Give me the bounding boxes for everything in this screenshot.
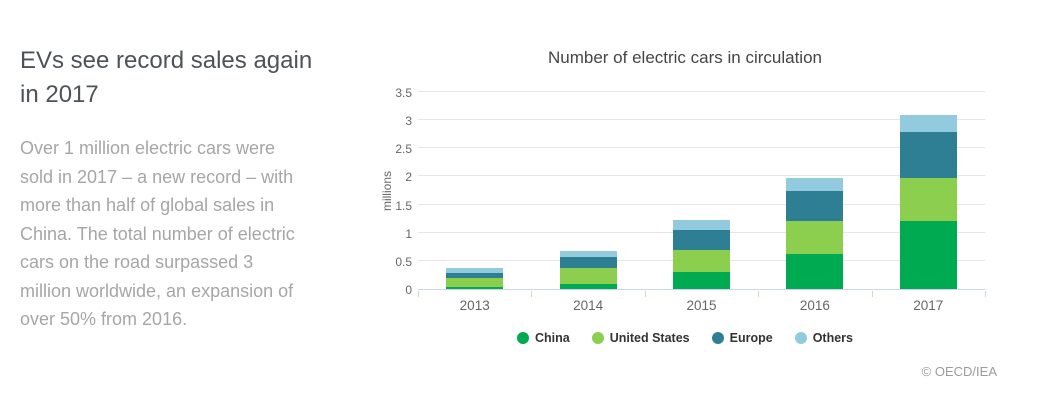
gridline: [418, 119, 985, 121]
x-tick-label: 2013: [459, 298, 490, 313]
legend-label: Europe: [729, 331, 773, 345]
bar-segment-china-2013: [446, 287, 504, 289]
legend-marker-icon: [794, 332, 807, 344]
bar-segment-others-2014: [559, 250, 617, 257]
x-axis-tick: [758, 291, 760, 297]
bar-segment-united-states-2013: [446, 277, 504, 288]
legend-item-others[interactable]: Others: [794, 331, 853, 345]
page-title: EVs see record sales again in 2017: [20, 47, 313, 108]
bar-segment-europe-2014: [559, 256, 617, 268]
bar-segment-united-states-2014: [559, 267, 617, 284]
bar-segment-united-states-2017: [899, 178, 957, 221]
gridline: [418, 147, 985, 149]
y-tick-label: 1.5: [395, 198, 412, 213]
y-tick-label: 3: [405, 114, 412, 129]
y-tick-label: 2: [405, 170, 412, 185]
intro-text-block: EVs see record sales again in 2017 Over …: [20, 44, 368, 334]
x-axis-tick: [871, 291, 873, 297]
legend-marker-icon: [517, 332, 529, 344]
ev-stock-chart: Number of electric cars in circulation m…: [380, 45, 990, 350]
bar-segment-others-2017: [899, 115, 957, 132]
bar-segment-china-2017: [899, 220, 957, 289]
chart-legend: China United States Europe Others: [380, 331, 990, 345]
x-axis-tick: [985, 291, 986, 297]
bar-segment-china-2015: [673, 271, 730, 289]
y-tick-label: 3.5: [395, 86, 412, 100]
gridline: [418, 91, 985, 92]
legend-item-europe[interactable]: Europe: [711, 331, 773, 345]
gridline: [418, 175, 985, 177]
x-tick-label: 2015: [686, 298, 717, 313]
bar-segment-europe-2017: [899, 131, 957, 179]
bar-segment-united-states-2016: [786, 221, 844, 254]
y-tick-label: 2.5: [395, 142, 412, 157]
x-axis-tick: [644, 291, 646, 297]
legend-marker-icon: [591, 332, 604, 344]
bar-segment-others-2016: [786, 178, 844, 191]
bar-segment-europe-2013: [446, 272, 504, 278]
y-tick-label: 1: [405, 226, 412, 241]
y-tick-label: 0.5: [395, 254, 412, 269]
copyright-note: © OECD/IEA: [921, 364, 997, 379]
x-axis-tick: [531, 291, 533, 297]
legend-marker-icon: [711, 332, 724, 344]
chart-title: Number of electric cars in circulation: [548, 48, 822, 67]
legend-label: Others: [812, 331, 853, 345]
y-tick-label: 0: [405, 283, 412, 297]
legend-item-united-states[interactable]: United States: [591, 331, 690, 345]
x-axis-tick: [418, 291, 419, 297]
legend-item-china[interactable]: China: [517, 331, 570, 345]
gridline: [418, 203, 985, 205]
bar-segment-united-states-2015: [673, 249, 730, 272]
bar-segment-europe-2016: [786, 190, 844, 222]
bar-segment-china-2016: [786, 253, 844, 289]
legend-label: United States: [609, 331, 690, 345]
bar-segment-others-2015: [673, 220, 730, 231]
x-tick-label: 2016: [799, 298, 830, 313]
bar-segment-china-2014: [559, 283, 617, 289]
bar-segment-others-2013: [446, 268, 504, 273]
summary-text: Over 1 million electric cars were sold i…: [20, 138, 295, 329]
bar-segment-europe-2015: [673, 230, 730, 250]
x-tick-label: 2017: [913, 298, 944, 313]
legend-label: China: [535, 331, 570, 345]
x-tick-label: 2014: [573, 298, 604, 313]
plot-area: [418, 91, 985, 290]
